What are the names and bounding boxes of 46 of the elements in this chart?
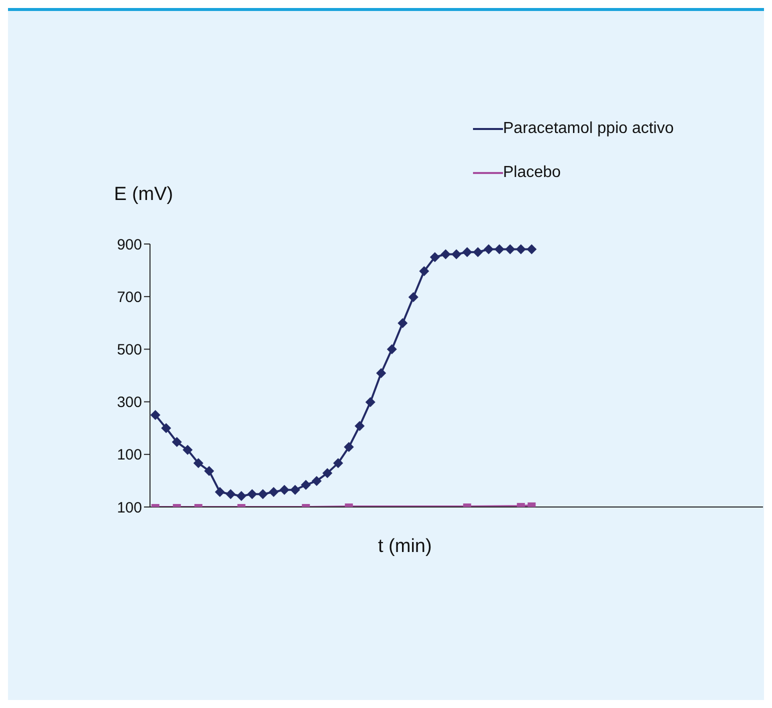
- point: [236, 490, 246, 501]
- point: [419, 266, 430, 276]
- point: [226, 489, 236, 500]
- point: [258, 489, 268, 500]
- point: [172, 437, 182, 448]
- point: [484, 244, 494, 254]
- point: [376, 368, 386, 378]
- point: [214, 487, 225, 498]
- x-axis-title: t (min): [378, 536, 432, 558]
- point: [333, 458, 344, 468]
- y-tick-label: 100: [116, 499, 142, 516]
- point: [268, 487, 279, 498]
- point: [247, 489, 258, 500]
- point: [440, 249, 451, 260]
- point: [494, 244, 504, 254]
- point: [430, 252, 440, 262]
- point: [505, 244, 516, 254]
- point: [279, 484, 290, 495]
- y-tick-label: 700: [116, 288, 142, 306]
- point: [408, 292, 418, 302]
- point: [300, 480, 311, 490]
- point: [150, 410, 160, 420]
- point: [516, 244, 526, 254]
- y-tick-label: 100: [116, 446, 142, 464]
- y-tick-label: 500: [116, 342, 142, 359]
- y-axis-title: E (mV): [114, 184, 174, 206]
- y-tick-label: 300: [116, 394, 142, 412]
- y-tick-label: 900: [116, 236, 142, 254]
- point: [354, 420, 365, 431]
- point: [526, 244, 537, 254]
- point: [182, 444, 193, 455]
- point: [386, 344, 397, 354]
- point: [193, 458, 204, 468]
- point: [312, 476, 322, 486]
- legend-label: Paracetamol ppio activo: [503, 120, 674, 138]
- point: [472, 247, 483, 258]
- point: [365, 397, 376, 408]
- point: [290, 484, 300, 495]
- point: [398, 318, 408, 328]
- point: [161, 423, 172, 434]
- legend-label: Placebo: [503, 164, 561, 182]
- point: [344, 442, 354, 452]
- point: [322, 468, 332, 478]
- point: [204, 466, 214, 476]
- point: [462, 247, 472, 258]
- point: [451, 249, 462, 260]
